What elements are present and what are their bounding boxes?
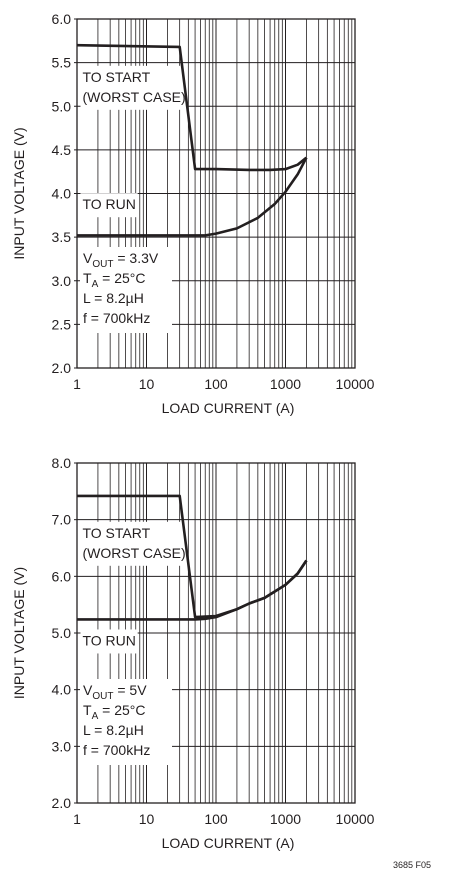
chart-1-y-tick-label: 4.0 — [52, 682, 72, 698]
chart-0-series-label: TO RUN — [82, 196, 135, 212]
chart-0-y-tick-label: 2.0 — [52, 360, 72, 376]
chart-0-y-tick-label: 3.0 — [52, 273, 72, 289]
chart-0-y-tick-label: 4.5 — [52, 142, 72, 158]
chart-top: 2.0 2.5 3.0 3.5 4.0 4.5 5.0 5.5 6.0 1 10 100 1000 100… — [11, 11, 375, 416]
chart-0-x-tick-label: 10000 — [336, 376, 375, 392]
chart-0-series-label: TO START — [82, 69, 150, 85]
chart-0-y-tick-label: 4.0 — [52, 186, 72, 202]
chart-1-series-label: TO RUN — [82, 632, 135, 648]
chart-0-series-label: (WORST CASE) — [82, 89, 185, 105]
chart-0-y-axis-label: INPUT VOLTAGE (V) — [11, 127, 27, 259]
chart-1-x-tick-label: 1 — [73, 811, 81, 827]
chart-1-series-line-to-run — [77, 559, 308, 621]
chart-0-conditions-bg — [80, 247, 172, 333]
chart-bottom: 2.0 3.0 4.0 5.0 6.0 7.0 8.0 1 10 100 1000 10000 LOAD… — [11, 455, 375, 851]
chart-1-y-tick-label: 2.0 — [52, 795, 72, 811]
chart-0-condition-inductance: L = 8.2µH — [83, 290, 144, 306]
chart-0-x-tick-label: 1 — [73, 376, 81, 392]
chart-0-series-line-to-start — [76, 43, 308, 172]
chart-1-x-axis-label: LOAD CURRENT (A) — [162, 835, 295, 851]
chart-0-x-tick-label: 100 — [204, 376, 228, 392]
chart-1-series-label: TO START — [82, 525, 150, 541]
chart-0-y-tick-label: 5.0 — [52, 98, 72, 114]
chart-0-y-tick-label: 2.5 — [52, 316, 72, 332]
chart-1-x-tick-label: 10000 — [336, 811, 375, 827]
chart-1-series-label: (WORST CASE) — [82, 545, 185, 561]
chart-0-x-tick-label: 1000 — [270, 376, 301, 392]
chart-0-y-tick-label: 6.0 — [52, 11, 72, 27]
chart-0-x-tick-label: 10 — [139, 376, 155, 392]
chart-1-y-tick-label: 7.0 — [52, 512, 72, 528]
chart-1-y-axis-label: INPUT VOLTAGE (V) — [11, 567, 27, 699]
chart-0-y-tick-label: 3.5 — [52, 229, 72, 245]
chart-0-condition-vout: VOUT = 3.3V — [83, 250, 159, 270]
chart-0-y-tick-label: 5.5 — [52, 55, 72, 71]
chart-0-series-label-bg — [80, 193, 138, 218]
chart-1-y-tick-label: 5.0 — [52, 625, 72, 641]
figure-id: 3685 F05 — [392, 860, 431, 870]
chart-1-x-tick-label: 100 — [204, 811, 228, 827]
chart-0-condition-frequency: f = 700kHz — [83, 310, 150, 326]
chart-0-series-line-to-run — [77, 157, 308, 237]
chart-1-y-tick-label: 8.0 — [52, 455, 72, 471]
chart-0-condition-ta: TA = 25°C — [83, 270, 145, 290]
chart-1-series-label-bg — [80, 629, 138, 654]
chart-1-y-tick-label: 6.0 — [52, 568, 72, 584]
chart-1-x-tick-label: 10 — [139, 811, 155, 827]
chart-1-condition-vout: VOUT = 5V — [83, 682, 147, 702]
chart-1-series-label-bg — [80, 521, 187, 566]
chart-1-conditions-bg — [80, 679, 172, 765]
chart-0-x-axis-label: LOAD CURRENT (A) — [162, 400, 295, 416]
chart-1-y-tick-label: 3.0 — [52, 738, 72, 754]
chart-1-condition-ta: TA = 25°C — [83, 702, 145, 722]
chart-1-x-tick-label: 1000 — [270, 811, 301, 827]
chart-1-condition-inductance: L = 8.2µH — [83, 722, 144, 738]
chart-1-condition-frequency: f = 700kHz — [83, 742, 150, 758]
chart-0-series-label-bg — [80, 65, 187, 110]
